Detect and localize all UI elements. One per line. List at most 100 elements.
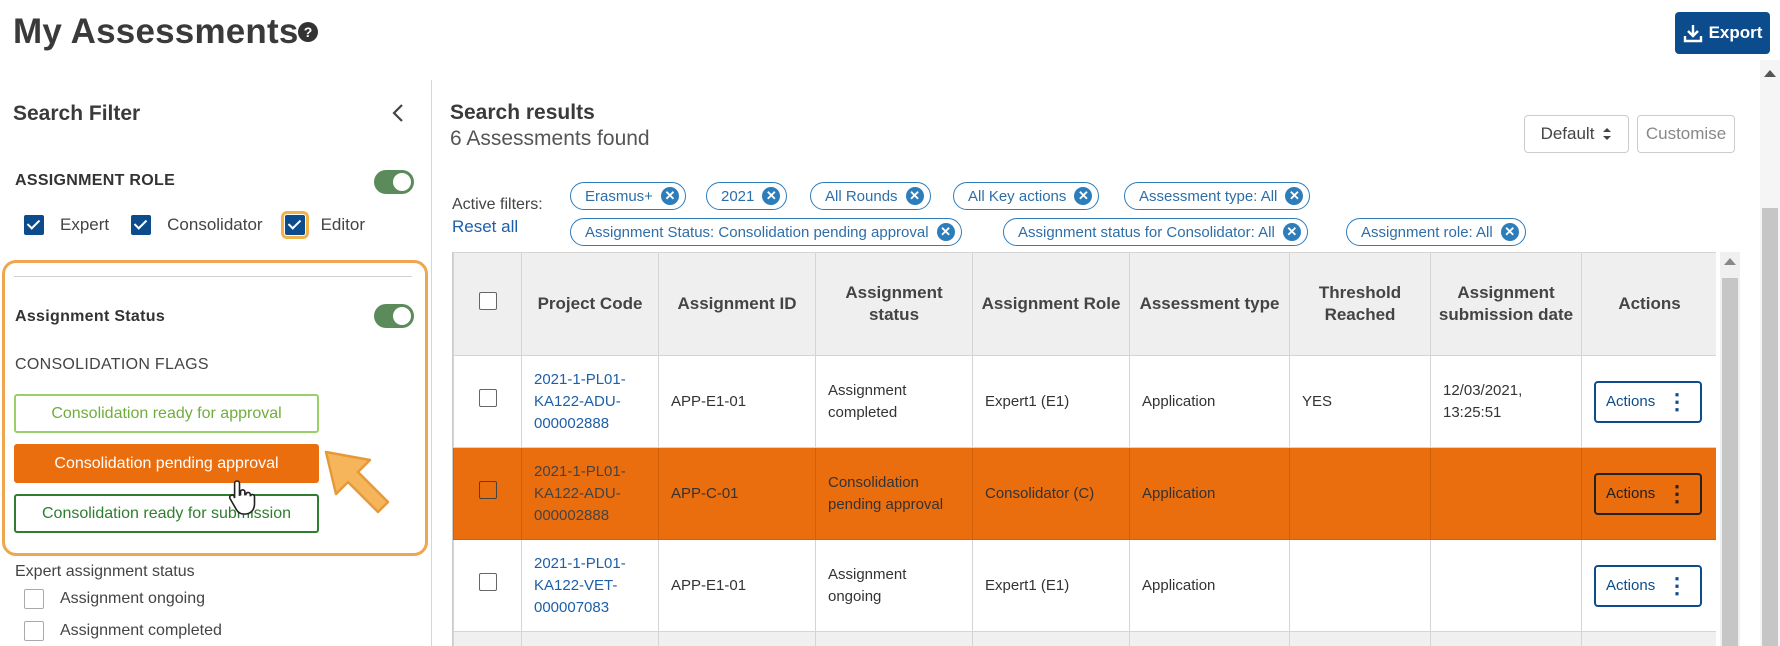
row-checkbox[interactable] — [478, 481, 497, 499]
filter-chip-label: All Key actions — [968, 187, 1067, 205]
column-header: Actions — [1581, 252, 1716, 356]
kebab-menu-icon: ⋮ — [1666, 388, 1688, 414]
filter-chip[interactable]: 2021 ✕ — [706, 182, 788, 210]
filter-chip[interactable]: Assignment role: All ✕ — [1346, 218, 1526, 246]
search-results-title: Search results — [450, 101, 595, 124]
assignment-status-toggle[interactable] — [374, 304, 414, 328]
project-code-link[interactable]: 2021-1-PL01-KA122-ADU-000002888 — [534, 462, 626, 524]
assignment-completed-option[interactable]: Assignment completed — [24, 621, 222, 641]
page-scroll-thumb[interactable] — [1762, 208, 1778, 646]
actions-button[interactable]: Actions ⋮ — [1594, 380, 1702, 423]
submission-date-cell — [1430, 447, 1582, 540]
flag-pending-approval-button[interactable]: Consolidation pending approval — [14, 444, 319, 483]
remove-filter-icon[interactable]: ✕ — [905, 187, 924, 205]
export-button[interactable]: Export — [1675, 12, 1770, 54]
empty-cell — [815, 631, 973, 646]
assignment-completed-checkbox[interactable] — [24, 621, 44, 641]
expert-label: Expert — [60, 215, 110, 234]
remove-filter-icon[interactable]: ✕ — [660, 187, 679, 205]
assignment-id-cell: APP-C-01 — [658, 447, 816, 540]
table-row — [453, 631, 1716, 646]
remove-filter-icon[interactable]: ✕ — [1282, 223, 1301, 241]
table-scroll-thumb[interactable] — [1722, 278, 1738, 646]
column-header[interactable]: Threshold Reached — [1289, 252, 1431, 356]
column-header[interactable]: Assignment submission date — [1430, 252, 1582, 356]
threshold-cell — [1289, 447, 1431, 540]
results-table: Project Code Assignment ID Assignment st… — [453, 252, 1716, 646]
search-filter-sidebar: Search Filter ASSIGNMENT ROLE Expert Con… — [0, 80, 432, 646]
remove-filter-icon[interactable]: ✕ — [1285, 187, 1304, 205]
column-header[interactable]: Assignment ID — [658, 252, 816, 356]
filter-chip[interactable]: All Rounds ✕ — [810, 182, 931, 210]
consolidator-checkbox[interactable] — [131, 215, 152, 235]
project-code-link[interactable]: 2021-1-PL01-KA122-ADU-000002888 — [534, 370, 626, 432]
actions-button[interactable]: Actions ⋮ — [1594, 472, 1702, 515]
reset-all-link[interactable]: Reset all — [452, 217, 519, 236]
page-scrollbar[interactable] — [1760, 60, 1780, 646]
table-row: 2021-1-PL01-KA122-ADU-000002888 APP-C-01… — [453, 447, 1716, 540]
project-code-cell: 2021-1-PL01-KA122-VET-000007083 — [521, 539, 659, 632]
remove-filter-icon[interactable]: ✕ — [936, 223, 955, 241]
remove-filter-icon[interactable]: ✕ — [1074, 187, 1093, 205]
filter-chip-label: Assignment status for Consolidator: All — [1018, 223, 1275, 241]
assignment-role-cell: Consolidator (C) — [972, 447, 1130, 540]
flag-ready-for-approval-button[interactable]: Consolidation ready for approval — [14, 394, 319, 433]
filter-chip-label: All Rounds — [825, 187, 898, 205]
row-checkbox[interactable] — [478, 573, 497, 591]
column-header[interactable]: Project Code — [521, 252, 659, 356]
chevron-left-icon[interactable] — [388, 101, 408, 125]
sort-arrows-icon — [1603, 128, 1612, 140]
flag-ready-for-submission-button[interactable]: Consolidation ready for submission — [14, 494, 319, 533]
sort-select[interactable]: Default — [1524, 115, 1629, 153]
empty-cell — [1289, 631, 1431, 646]
filter-chip[interactable]: All Key actions ✕ — [953, 182, 1100, 210]
help-icon[interactable]: ? — [298, 22, 318, 42]
actions-cell: Actions ⋮ — [1581, 355, 1716, 448]
project-code-link[interactable]: 2021-1-PL01-KA122-VET-000007083 — [534, 554, 626, 616]
select-all-cell — [453, 252, 522, 356]
assignment-ongoing-option[interactable]: Assignment ongoing — [24, 589, 205, 609]
results-count: 6 Assessments found — [450, 127, 650, 150]
editor-checkbox[interactable] — [280, 211, 309, 239]
assignment-role-cell: Expert1 (E1) — [972, 355, 1130, 448]
empty-cell — [658, 631, 816, 646]
hand-cursor-icon — [228, 480, 256, 515]
threshold-cell — [1289, 539, 1431, 632]
row-select-cell — [453, 447, 522, 540]
empty-cell — [453, 631, 522, 646]
assignment-ongoing-checkbox[interactable] — [24, 589, 44, 609]
assignment-role-label: ASSIGNMENT ROLE — [15, 172, 176, 189]
row-select-cell — [453, 539, 522, 632]
filter-chip[interactable]: Assignment Status: Consolidation pending… — [570, 218, 962, 246]
scroll-up-icon[interactable] — [1764, 70, 1776, 77]
column-header[interactable]: Assessment type — [1129, 252, 1290, 356]
remove-filter-icon[interactable]: ✕ — [1500, 223, 1519, 241]
consolidator-label: Consolidator — [167, 215, 263, 234]
assignment-ongoing-label: Assignment ongoing — [60, 590, 205, 607]
row-checkbox[interactable] — [478, 389, 497, 407]
actions-button[interactable]: Actions ⋮ — [1594, 564, 1702, 607]
actions-label: Actions — [1606, 576, 1656, 594]
empty-cell — [1430, 631, 1582, 646]
remove-filter-icon[interactable]: ✕ — [762, 187, 781, 205]
column-header[interactable]: Assignment status — [815, 252, 973, 356]
consolidation-flags-label: CONSOLIDATION FLAGS — [15, 356, 209, 373]
scroll-up-icon[interactable] — [1724, 258, 1736, 265]
filter-chip[interactable]: Erasmus+ ✕ — [570, 182, 686, 210]
divider — [14, 276, 412, 277]
editor-label: Editor — [320, 215, 366, 234]
search-filter-title: Search Filter — [13, 102, 141, 125]
table-row: 2021-1-PL01-KA122-VET-000007083 APP-E1-0… — [453, 539, 1716, 632]
filter-chip-label: 2021 — [721, 187, 755, 205]
assignment-role-toggle[interactable] — [374, 170, 414, 194]
column-header[interactable]: Assignment Role — [972, 252, 1130, 356]
expert-checkbox[interactable] — [24, 215, 44, 235]
filter-chip[interactable]: Assessment type: All ✕ — [1124, 182, 1311, 210]
select-all-checkbox[interactable] — [478, 292, 497, 310]
annotation-arrow-icon — [324, 450, 390, 514]
table-scrollbar[interactable] — [1720, 252, 1740, 646]
empty-cell — [521, 631, 659, 646]
customise-button[interactable]: Customise — [1637, 115, 1735, 153]
filter-chip[interactable]: Assignment status for Consolidator: All ✕ — [1003, 218, 1308, 246]
actions-cell: Actions ⋮ — [1581, 447, 1716, 540]
